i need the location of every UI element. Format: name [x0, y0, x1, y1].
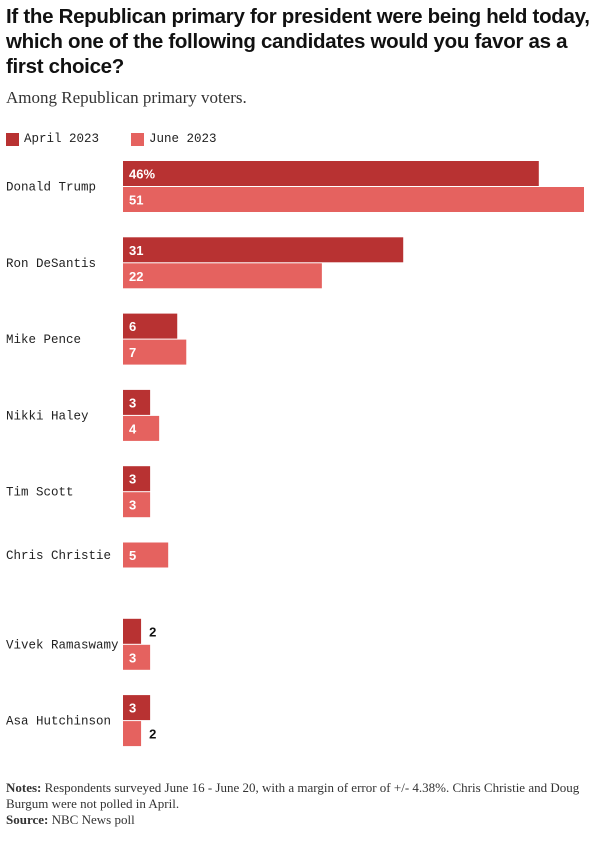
bar-june-vivek-ramaswamy: [123, 644, 151, 670]
value-label-june-vivek-ramaswamy: 3: [129, 650, 136, 665]
value-label-april-nikki-haley: 3: [129, 395, 136, 410]
chart-footer: Notes: Respondents surveyed June 16 - Ju…: [6, 780, 592, 828]
value-label-june-mike-pence: 7: [129, 345, 136, 360]
legend-label-april: April 2023: [24, 132, 100, 146]
legend-label-june: June 2023: [149, 132, 217, 146]
bar-april-mike-pence: [123, 313, 178, 339]
bar-april-tim-scott: [123, 466, 151, 492]
value-label-april-asa-hutchinson: 3: [129, 701, 136, 716]
value-label-april-vivek-ramaswamy: 2: [149, 624, 156, 639]
value-label-april-mike-pence: 6: [129, 319, 136, 334]
chart-title: If the Republican primary for president …: [6, 5, 590, 78]
value-label-april-tim-scott: 3: [129, 472, 136, 487]
bar-june-donald-trump: [123, 187, 584, 212]
bar-june-tim-scott: [123, 492, 151, 518]
category-label-chris-christie: Chris Christie: [6, 549, 111, 563]
bar-june-ron-desantis: [123, 263, 322, 289]
category-label-mike-pence: Mike Pence: [6, 333, 81, 347]
bar-june-asa-hutchinson: [123, 721, 142, 747]
bar-june-chris-christie: [123, 542, 169, 568]
category-label-donald-trump: Donald Trump: [6, 181, 96, 195]
bar-april-donald-trump: [123, 161, 539, 186]
notes-line: Notes: Respondents surveyed June 16 - Ju…: [6, 780, 592, 812]
category-label-ron-desantis: Ron DeSantis: [6, 257, 96, 271]
notes-label: Notes:: [6, 780, 42, 795]
legend: April 2023 June 2023: [6, 132, 217, 146]
legend-swatch-april: [6, 132, 19, 146]
category-label-asa-hutchinson: Asa Hutchinson: [6, 715, 111, 729]
value-label-june-ron-desantis: 22: [129, 269, 143, 284]
bar-june-nikki-haley: [123, 415, 160, 441]
bar-april-vivek-ramaswamy: [123, 618, 142, 644]
legend-swatch-june: [131, 132, 145, 146]
value-label-april-donald-trump: 46%: [129, 167, 155, 182]
chart-subtitle: Among Republican primary voters.: [6, 88, 247, 107]
bar-june-mike-pence: [123, 339, 187, 365]
value-label-june-tim-scott: 3: [129, 498, 136, 513]
category-label-nikki-haley: Nikki Haley: [6, 409, 89, 423]
value-label-june-asa-hutchinson: 2: [149, 727, 156, 742]
source-text: NBC News poll: [51, 812, 135, 827]
bar-april-asa-hutchinson: [123, 695, 151, 721]
legend-item-april: April 2023: [6, 132, 99, 146]
legend-item-june: June 2023: [131, 132, 217, 146]
category-label-vivek-ramaswamy: Vivek Ramaswamy: [6, 638, 119, 652]
value-label-june-chris-christie: 5: [129, 548, 136, 563]
bar-april-ron-desantis: [123, 237, 404, 263]
category-label-tim-scott: Tim Scott: [6, 486, 74, 500]
value-label-april-ron-desantis: 31: [129, 243, 143, 258]
value-label-june-nikki-haley: 4: [129, 421, 137, 436]
bar-april-nikki-haley: [123, 389, 151, 415]
source-line: Source: NBC News poll: [6, 812, 592, 828]
value-label-june-donald-trump: 51: [129, 193, 143, 208]
source-label: Source:: [6, 812, 49, 827]
notes-text: Respondents surveyed June 16 - June 20, …: [6, 780, 580, 811]
